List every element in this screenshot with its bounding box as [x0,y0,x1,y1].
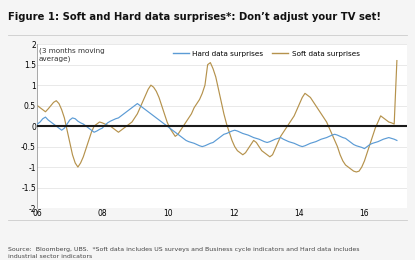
Text: Figure 1: Soft and Hard data surprises*: Don’t adjust your TV set!: Figure 1: Soft and Hard data surprises*:… [8,12,381,22]
Text: (3 months moving
average): (3 months moving average) [39,48,105,62]
Legend: Hard data surprises, Soft data surprises: Hard data surprises, Soft data surprises [170,48,363,60]
Text: Source:  Bloomberg, UBS.  *Soft data includes US surveys and Business cycle indi: Source: Bloomberg, UBS. *Soft data inclu… [8,248,360,259]
